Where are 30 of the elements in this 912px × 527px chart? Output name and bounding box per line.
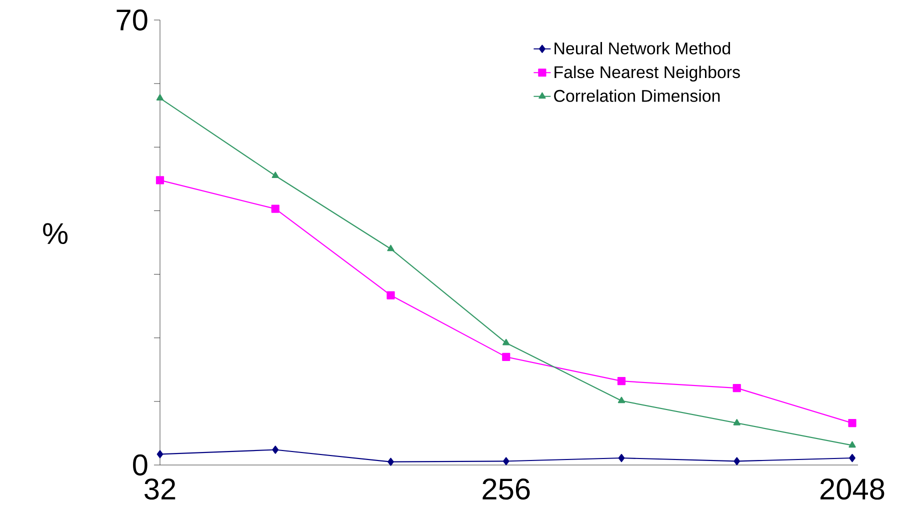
point <box>848 418 856 428</box>
point <box>502 352 510 361</box>
x-tick-label: 256 <box>482 478 530 500</box>
legend-label: False Nearest Neighbors <box>554 66 740 82</box>
point <box>386 291 395 300</box>
point <box>156 176 164 184</box>
legend-label: Correlation Dimension <box>554 89 720 102</box>
point <box>387 244 394 252</box>
point <box>733 418 740 426</box>
point <box>272 446 279 454</box>
point <box>849 454 856 462</box>
point <box>848 441 856 448</box>
point <box>502 457 510 466</box>
point <box>271 204 280 213</box>
y-tick-label: 70 <box>116 9 148 31</box>
point <box>617 377 626 386</box>
point <box>388 458 394 466</box>
point <box>272 172 279 178</box>
x-tick-label: 32 <box>144 478 176 500</box>
y-axis-title: % <box>43 223 68 244</box>
point <box>732 384 741 392</box>
point <box>618 454 625 462</box>
point <box>156 94 164 100</box>
legend-label: Neural Network Method <box>554 42 730 54</box>
x-tick-label: 2048 <box>820 478 884 500</box>
y-tick-label: 0 <box>133 454 148 476</box>
point <box>618 396 626 404</box>
point <box>734 457 740 466</box>
point <box>156 450 164 458</box>
point <box>502 338 510 346</box>
